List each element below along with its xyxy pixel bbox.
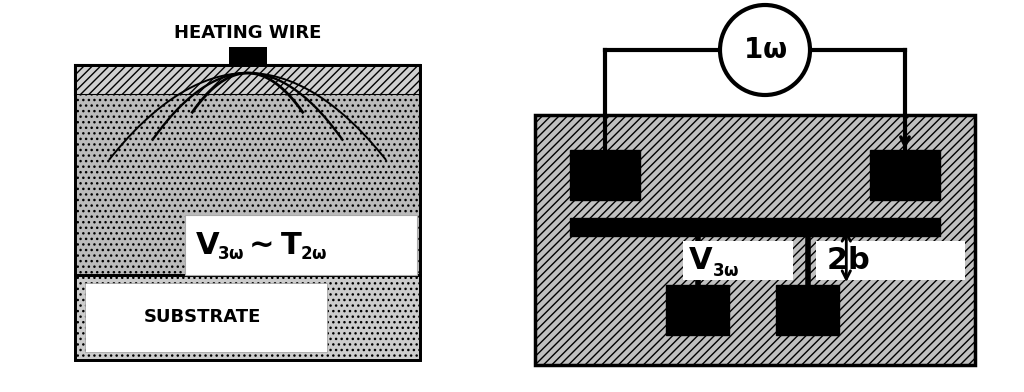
Bar (75, 65, 420, 360)
Bar (85, 283, 327, 352)
Bar (185, 215, 417, 275)
Bar (535, 115, 975, 365)
Bar (75, 65, 420, 275)
Text: HEATING WIRE: HEATING WIRE (174, 24, 322, 42)
Text: $\mathbf{3\omega}$: $\mathbf{3\omega}$ (217, 245, 245, 263)
Bar (667, 285, 729, 335)
Text: $\mathbf{3\omega}$: $\mathbf{3\omega}$ (712, 261, 739, 279)
Bar (570, 150, 640, 200)
Circle shape (720, 5, 810, 95)
Bar (816, 241, 965, 280)
Text: $\mathbf{V}$: $\mathbf{V}$ (688, 246, 714, 275)
Text: $\mathbf{\sim T}$: $\mathbf{\sim T}$ (244, 230, 303, 260)
Bar (570, 218, 940, 236)
Text: $\mathbf{2\omega}$: $\mathbf{2\omega}$ (300, 245, 328, 263)
Bar (228, 47, 266, 65)
Text: $\mathbf{V}$: $\mathbf{V}$ (196, 230, 221, 260)
Bar (75, 275, 420, 360)
Bar (75, 95, 420, 275)
Bar (870, 150, 940, 200)
Text: SUBSTRATE: SUBSTRATE (144, 309, 261, 327)
Bar (75, 65, 420, 95)
Text: $\mathbf{2b}$: $\mathbf{2b}$ (825, 246, 869, 275)
Bar (683, 241, 793, 280)
Text: $\mathbf{1\omega}$: $\mathbf{1\omega}$ (742, 36, 787, 64)
Bar (776, 285, 840, 335)
